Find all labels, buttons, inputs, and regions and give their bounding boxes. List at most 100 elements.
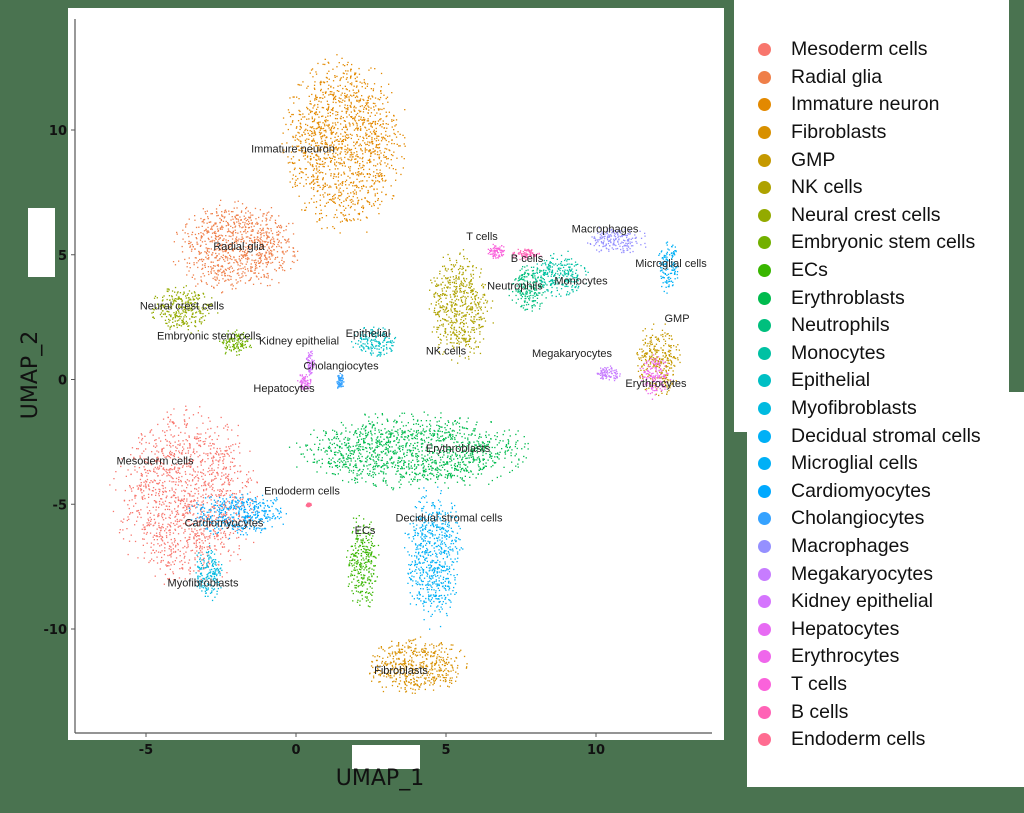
- legend-label: Macrophages: [791, 534, 910, 557]
- legend-dot-icon: [758, 126, 771, 140]
- cluster-label: Microglial cells: [635, 258, 707, 270]
- cluster-label: Myofibroblasts: [168, 578, 239, 590]
- legend-item: Embryonic stem cells: [758, 229, 1018, 257]
- cluster-label: T cells: [466, 231, 498, 243]
- legend: Mesoderm cells Radial glia Immature neuron…: [758, 36, 1018, 753]
- legend-label: Monocytes: [791, 341, 886, 364]
- legend-item: NK cells: [758, 174, 1018, 202]
- legend-item: Immature neuron: [758, 91, 1018, 119]
- y-tick-label: -10: [44, 623, 68, 638]
- legend-dot-icon: [758, 98, 771, 112]
- legend-item: Microglial cells: [758, 450, 1018, 478]
- cluster-label: Immature neuron: [251, 143, 335, 155]
- legend-dot-icon: [758, 677, 771, 691]
- legend-dot-icon: [758, 264, 771, 278]
- cluster-label: Cholangiocytes: [303, 361, 379, 373]
- cluster-labels: Mesoderm cells Radial glia Immature neuron…: [116, 143, 707, 676]
- cluster-label: Megakaryocytes: [532, 348, 613, 360]
- legend-label: Mesoderm cells: [791, 38, 928, 61]
- legend-dot-icon: [758, 374, 771, 388]
- cluster-label: Embryonic stem cells: [157, 331, 261, 343]
- legend-item: Epithelial: [758, 367, 1018, 395]
- legend-label: ECs: [791, 259, 828, 282]
- cluster-label: Endoderm cells: [264, 485, 340, 497]
- legend-dot-icon: [758, 622, 771, 636]
- legend-dot-icon: [758, 429, 771, 443]
- x-tick-label: 5: [441, 743, 450, 758]
- cluster-label: Erythrocytes: [625, 378, 687, 390]
- legend-dot-icon: [758, 457, 771, 471]
- legend-label: Erythroblasts: [791, 286, 905, 309]
- legend-label: Fibroblasts: [791, 121, 887, 144]
- legend-dot-icon: [758, 153, 771, 167]
- cluster-label: Kidney epithelial: [259, 336, 339, 348]
- legend-dot-icon: [758, 705, 771, 719]
- legend-label: Hepatocytes: [791, 617, 900, 640]
- legend-item: Myofibroblasts: [758, 395, 1018, 423]
- cluster-label: Neutrophils: [487, 281, 543, 293]
- cluster-label: Decidual stromal cells: [396, 513, 503, 525]
- x-axis-title: UMAP_1: [336, 766, 424, 791]
- legend-dot-icon: [758, 43, 771, 57]
- y-axis-ticks: -10 -5 0 5 10: [44, 124, 75, 638]
- cluster-label: Neural crest cells: [140, 301, 225, 313]
- y-tick-label: 0: [58, 374, 67, 389]
- x-tick-label: -5: [139, 743, 153, 758]
- cluster-label: Hepatocytes: [253, 383, 315, 395]
- legend-dot-icon: [758, 181, 771, 195]
- scatter-points: [109, 54, 681, 694]
- legend-label: Immature neuron: [791, 93, 940, 116]
- y-tick-label: 10: [49, 124, 67, 139]
- legend-dot-icon: [758, 208, 771, 222]
- legend-label: T cells: [791, 672, 847, 695]
- legend-item: Hepatocytes: [758, 615, 1018, 643]
- legend-dot-icon: [758, 346, 771, 360]
- cluster-label: B cells: [511, 253, 544, 265]
- legend-label: B cells: [791, 700, 849, 723]
- legend-item: Erythrocytes: [758, 643, 1018, 671]
- cluster-label: Epithelial: [346, 328, 391, 340]
- cluster-label: Erythroblasts: [426, 443, 491, 455]
- legend-dot-icon: [758, 319, 771, 333]
- legend-dot-icon: [758, 70, 771, 84]
- legend-dot-icon: [758, 402, 771, 416]
- legend-label: Epithelial: [791, 369, 871, 392]
- cluster-label: Mesoderm cells: [116, 455, 194, 467]
- legend-item: Neutrophils: [758, 312, 1018, 340]
- cluster-label: Cardiomyocytes: [185, 518, 264, 530]
- legend-label: GMP: [791, 148, 836, 171]
- legend-panel-top: [734, 0, 1009, 432]
- cluster-label: Monocytes: [554, 276, 608, 288]
- y-tick-label: -5: [53, 498, 67, 513]
- legend-label: Decidual stromal cells: [791, 424, 981, 447]
- legend-item: Kidney epithelial: [758, 588, 1018, 616]
- legend-item: T cells: [758, 671, 1018, 699]
- legend-item: B cells: [758, 698, 1018, 726]
- legend-item: Decidual stromal cells: [758, 422, 1018, 450]
- cluster-label: Fibroblasts: [374, 665, 428, 677]
- ylabel-backdrop: [28, 208, 55, 277]
- legend-dot-icon: [758, 539, 771, 553]
- legend-label: Kidney epithelial: [791, 590, 934, 613]
- legend-item: Radial glia: [758, 64, 1018, 92]
- legend-label: Neutrophils: [791, 314, 890, 337]
- legend-dot-icon: [758, 484, 771, 498]
- cluster-label: GMP: [664, 313, 689, 325]
- legend-item: Megakaryocytes: [758, 560, 1018, 588]
- legend-item: Mesoderm cells: [758, 36, 1018, 64]
- x-tick-label: 10: [587, 743, 605, 758]
- legend-dot-icon: [758, 733, 771, 747]
- legend-label: Megakaryocytes: [791, 562, 933, 585]
- cluster-label: Radial glia: [213, 241, 265, 253]
- legend-panel-bottom: [747, 392, 1024, 787]
- y-tick-label: 5: [58, 249, 67, 264]
- legend-label: Myofibroblasts: [791, 397, 917, 420]
- legend-dot-icon: [758, 595, 771, 609]
- legend-item: GMP: [758, 146, 1018, 174]
- legend-label: Erythrocytes: [791, 645, 900, 668]
- legend-item: Erythroblasts: [758, 284, 1018, 312]
- legend-item: Endoderm cells: [758, 726, 1018, 754]
- cluster-label: NK cells: [426, 346, 467, 358]
- legend-item: Cholangiocytes: [758, 505, 1018, 533]
